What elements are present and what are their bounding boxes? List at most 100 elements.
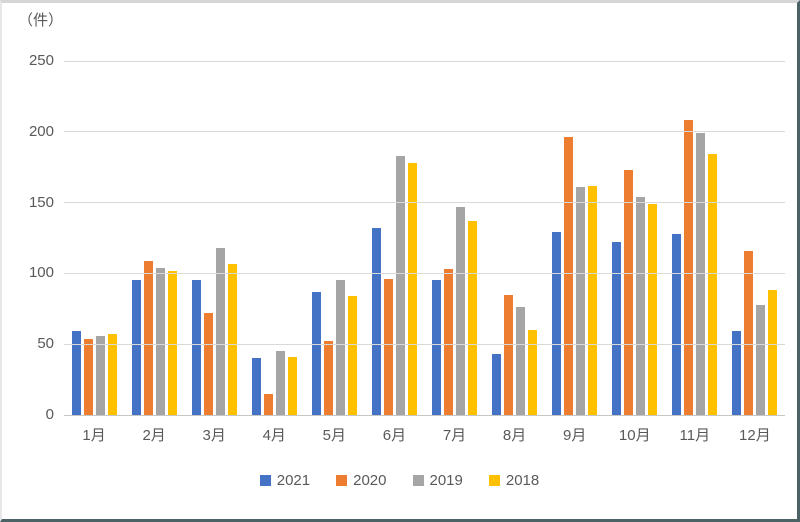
x-axis-label-7月: 7月 <box>442 427 467 444</box>
bar-2019-9月 <box>576 187 586 415</box>
y-axis-tick-label: 0 <box>45 406 54 423</box>
bar-2019-11月 <box>696 133 706 415</box>
y-axis-tick-label: 200 <box>28 122 54 140</box>
legend-swatch-icon <box>336 475 348 486</box>
bar-2019-8月 <box>516 307 526 415</box>
bar-2018-10月 <box>648 204 658 415</box>
legend-swatch-icon <box>259 475 271 486</box>
bar-2018-12月 <box>768 290 778 415</box>
bar-2018-11月 <box>708 154 718 415</box>
legend-swatch-icon <box>412 475 424 486</box>
bar-group-12月 <box>725 61 785 415</box>
legend-item-2021: 2021 <box>259 472 311 489</box>
bar-2020-12月 <box>744 250 754 415</box>
gridline <box>64 202 785 204</box>
bar-2019-3月 <box>215 247 225 415</box>
bar-2021-2月 <box>131 280 141 415</box>
legend-label: 2021 <box>276 472 311 489</box>
x-axis-label-12月: 12月 <box>739 427 771 444</box>
bar-2018-7月 <box>468 221 477 415</box>
bar-2021-9月 <box>552 232 562 415</box>
y-axis-tick-label: 150 <box>28 193 54 211</box>
bar-group-10月 <box>605 61 665 415</box>
bar-2021-3月 <box>191 280 201 415</box>
bar-group-3月 <box>184 61 244 415</box>
bar-2021-1月 <box>71 331 81 415</box>
bar-2020-5月 <box>323 341 333 415</box>
legend-item-2020: 2020 <box>336 472 387 489</box>
bar-group-11月 <box>665 61 725 415</box>
legend-label: 2019 <box>429 472 463 489</box>
bar-group-1月 <box>64 61 124 415</box>
x-axis-label-8月: 8月 <box>502 427 527 444</box>
bar-2019-6月 <box>395 155 405 415</box>
bar-2020-3月 <box>203 313 213 415</box>
bar-2021-11月 <box>672 233 682 415</box>
x-axis-label-6月: 6月 <box>382 427 407 444</box>
x-axis-label-2月: 2月 <box>142 427 166 444</box>
bar-2020-9月 <box>564 137 574 415</box>
y-axis-tick-label: 250 <box>28 52 54 69</box>
bar-2019-10月 <box>636 196 646 415</box>
legend-label: 2018 <box>505 472 540 489</box>
bar-2020-11月 <box>684 120 694 415</box>
x-axis-label-1月: 1月 <box>82 427 106 444</box>
bar-group-6月 <box>364 61 424 415</box>
x-axis-label-11月: 11月 <box>679 427 711 444</box>
bar-2018-2月 <box>167 270 177 415</box>
y-axis-unit-label: （件） <box>18 12 64 29</box>
bar-2018-6月 <box>407 162 417 415</box>
bar-2021-4月 <box>251 358 261 415</box>
legend-item-2019: 2019 <box>412 472 463 489</box>
plot-area <box>64 60 785 416</box>
bar-group-7月 <box>424 61 484 415</box>
bar-2018-1月 <box>107 334 117 415</box>
bar-2020-4月 <box>263 393 273 415</box>
x-axis-label-3月: 3月 <box>202 427 226 444</box>
bar-2021-5月 <box>311 291 321 415</box>
bar-2019-7月 <box>456 206 465 415</box>
x-axis-label-10月: 10月 <box>618 427 651 444</box>
x-axis-label-5月: 5月 <box>322 427 347 444</box>
x-axis-labels: 1月 2月 3月 4月 5月 6月 7月 8月 9月 10月 11月 12月 <box>64 424 785 445</box>
bar-2021-6月 <box>371 228 381 415</box>
bar-2018-5月 <box>347 296 357 415</box>
bar-2019-1月 <box>95 335 105 415</box>
gridline <box>64 131 785 133</box>
x-axis-line <box>64 414 785 416</box>
gridline <box>64 60 785 62</box>
bar-2021-8月 <box>492 354 502 415</box>
bar-2020-6月 <box>383 279 393 415</box>
bar-2020-10月 <box>624 170 634 415</box>
bar-2018-4月 <box>287 356 297 415</box>
bar-2019-2月 <box>155 267 165 415</box>
gridline <box>64 343 785 345</box>
bar-group-4月 <box>244 61 304 415</box>
bar-2020-8月 <box>504 294 514 415</box>
y-axis-tick-label: 100 <box>28 264 54 282</box>
bar-2018-9月 <box>588 185 598 415</box>
legend-label: 2020 <box>353 472 387 489</box>
bar-2021-12月 <box>732 331 742 415</box>
bar-2018-8月 <box>528 330 538 415</box>
y-axis-tick-label: 50 <box>37 335 54 353</box>
bar-2020-7月 <box>444 269 453 415</box>
bar-group-5月 <box>304 61 364 415</box>
bar-2021-7月 <box>432 280 441 415</box>
bar-group-9月 <box>545 61 605 415</box>
bar-2021-10月 <box>612 242 622 415</box>
bar-group-2月 <box>124 61 184 415</box>
gridline <box>64 272 785 274</box>
bar-2019-12月 <box>756 304 766 415</box>
bar-2018-3月 <box>227 263 237 415</box>
legend: 2021 2020 2019 2018 <box>2 472 797 489</box>
legend-swatch-icon <box>488 475 500 486</box>
bar-2019-4月 <box>275 351 285 415</box>
legend-item-2018: 2018 <box>488 472 540 489</box>
x-axis-label-4月: 4月 <box>262 427 286 444</box>
bar-2020-2月 <box>143 260 153 415</box>
bar-2020-1月 <box>83 338 93 415</box>
bar-groups <box>64 61 785 415</box>
x-axis-label-9月: 9月 <box>562 427 587 444</box>
